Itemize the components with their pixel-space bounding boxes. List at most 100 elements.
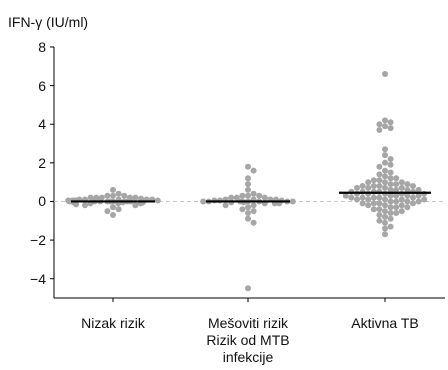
data-point	[404, 199, 410, 205]
data-point	[388, 156, 394, 162]
data-point	[382, 202, 388, 208]
data-point	[376, 200, 382, 206]
data-point	[376, 127, 382, 133]
data-point	[360, 183, 366, 189]
data-point	[421, 197, 427, 203]
data-point	[382, 226, 388, 232]
data-point	[382, 123, 388, 129]
data-point	[388, 162, 394, 168]
data-point	[132, 195, 138, 201]
data-point	[410, 195, 416, 201]
data-point	[121, 193, 127, 199]
data-point	[376, 206, 382, 212]
data-point	[388, 199, 394, 205]
data-point	[376, 121, 382, 127]
data-point	[376, 212, 382, 218]
data-point	[110, 187, 116, 193]
data-point	[371, 183, 377, 189]
data-point	[388, 210, 394, 216]
data-point	[354, 197, 360, 203]
data-point	[256, 193, 262, 199]
data-point	[388, 204, 394, 210]
data-point	[376, 183, 382, 189]
data-point	[104, 193, 110, 199]
data-point	[290, 199, 296, 205]
data-point	[110, 204, 116, 210]
data-point	[410, 200, 416, 206]
data-point	[116, 191, 122, 197]
data-point	[251, 191, 257, 197]
data-point	[388, 119, 394, 125]
x-category-label: Mešoviti rizik Rizik od MTB infekcije	[183, 315, 313, 366]
data-point	[399, 208, 405, 214]
data-point	[371, 206, 377, 212]
data-point	[416, 199, 422, 205]
data-point	[371, 177, 377, 183]
data-point	[239, 206, 245, 212]
data-point	[348, 195, 354, 201]
data-point	[382, 173, 388, 179]
data-point	[132, 202, 138, 208]
data-point	[239, 193, 245, 199]
data-point	[382, 197, 388, 203]
data-point	[382, 179, 388, 185]
data-point	[399, 179, 405, 185]
data-point	[360, 200, 366, 206]
data-point	[245, 175, 251, 181]
data-point	[382, 71, 388, 77]
data-point	[116, 206, 122, 212]
data-point	[371, 200, 377, 206]
data-point	[388, 125, 394, 131]
data-point	[245, 204, 251, 210]
data-point	[388, 216, 394, 222]
data-point	[399, 197, 405, 203]
x-category-label-line: infekcije	[183, 349, 313, 366]
data-point	[382, 185, 388, 191]
data-point	[365, 202, 371, 208]
data-point	[200, 199, 206, 205]
data-point	[376, 177, 382, 183]
data-point	[410, 183, 416, 189]
data-point	[388, 224, 394, 230]
data-point	[365, 197, 371, 203]
data-point	[393, 204, 399, 210]
data-point	[104, 208, 110, 214]
x-category-label: Nizak rizik	[48, 315, 178, 332]
data-point	[245, 187, 251, 193]
data-point	[382, 160, 388, 166]
data-point	[404, 204, 410, 210]
x-category-label: Aktivna TB	[320, 315, 448, 332]
data-point	[393, 181, 399, 187]
x-category-label-line: Aktivna TB	[320, 315, 448, 332]
data-point	[393, 199, 399, 205]
data-point	[376, 164, 382, 170]
data-point	[245, 285, 251, 291]
data-point	[388, 175, 394, 181]
data-point	[262, 195, 268, 201]
data-point	[155, 198, 161, 204]
data-point	[251, 208, 257, 214]
data-point	[365, 179, 371, 185]
data-point	[382, 208, 388, 214]
data-point	[376, 218, 382, 224]
data-point	[382, 117, 388, 123]
data-point	[382, 231, 388, 237]
data-point	[376, 195, 382, 201]
data-point	[110, 212, 116, 218]
data-point	[82, 202, 88, 208]
data-point	[371, 195, 377, 201]
data-point	[393, 210, 399, 216]
data-point	[245, 181, 251, 187]
data-point	[223, 202, 229, 208]
data-point	[360, 195, 366, 201]
data-point	[245, 193, 251, 199]
data-point	[382, 214, 388, 220]
data-point	[382, 152, 388, 158]
data-point	[376, 171, 382, 177]
data-point	[382, 168, 388, 174]
data-point	[354, 185, 360, 191]
data-point	[399, 185, 405, 191]
data-point	[251, 202, 257, 208]
data-point	[365, 185, 371, 191]
data-point	[251, 220, 257, 226]
